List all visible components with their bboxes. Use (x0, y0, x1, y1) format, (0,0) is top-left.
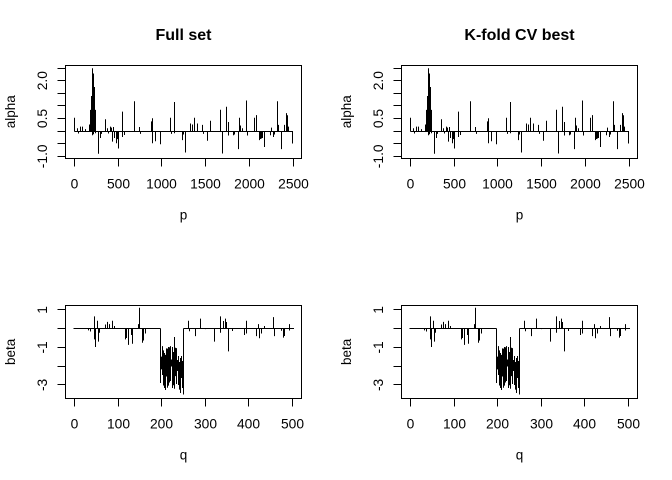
svg-text:0: 0 (407, 177, 415, 192)
svg-text:1500: 1500 (190, 177, 221, 192)
svg-text:100: 100 (443, 417, 466, 432)
svg-text:0: 0 (71, 417, 79, 432)
svg-text:500: 500 (443, 177, 466, 192)
svg-text:p: p (180, 208, 188, 223)
svg-text:1000: 1000 (482, 177, 513, 192)
svg-text:q: q (516, 448, 524, 463)
svg-text:beta: beta (3, 338, 18, 365)
svg-text:1000: 1000 (146, 177, 177, 192)
svg-text:1: 1 (35, 306, 50, 314)
svg-text:-3: -3 (371, 378, 386, 391)
svg-text:alpha: alpha (339, 95, 354, 129)
svg-text:beta: beta (339, 338, 354, 365)
svg-text:2.0: 2.0 (35, 71, 50, 91)
svg-text:300: 300 (194, 417, 217, 432)
svg-text:200: 200 (150, 417, 173, 432)
svg-text:-1.0: -1.0 (35, 144, 50, 168)
svg-text:2000: 2000 (570, 177, 601, 192)
svg-text:1500: 1500 (526, 177, 557, 192)
svg-text:K-fold CV best: K-fold CV best (464, 27, 575, 44)
svg-text:300: 300 (530, 417, 553, 432)
svg-text:0: 0 (407, 417, 415, 432)
svg-text:500: 500 (281, 417, 304, 432)
svg-text:100: 100 (107, 417, 130, 432)
svg-text:200: 200 (486, 417, 509, 432)
svg-text:400: 400 (573, 417, 596, 432)
svg-text:2500: 2500 (278, 177, 309, 192)
svg-text:500: 500 (617, 417, 640, 432)
svg-text:Full set: Full set (155, 27, 212, 44)
svg-text:0: 0 (71, 177, 79, 192)
svg-text:2000: 2000 (234, 177, 265, 192)
svg-text:p: p (516, 208, 524, 223)
svg-text:-1.0: -1.0 (371, 144, 386, 168)
svg-text:-3: -3 (35, 378, 50, 391)
svg-text:2500: 2500 (614, 177, 645, 192)
svg-text:0.5: 0.5 (371, 109, 386, 129)
svg-text:2.0: 2.0 (371, 71, 386, 91)
svg-text:alpha: alpha (3, 95, 18, 129)
svg-text:0.5: 0.5 (35, 109, 50, 129)
svg-text:q: q (180, 448, 188, 463)
svg-text:1: 1 (371, 306, 386, 314)
svg-text:-1: -1 (35, 341, 50, 353)
svg-text:-1: -1 (371, 341, 386, 353)
svg-text:500: 500 (107, 177, 130, 192)
svg-text:400: 400 (237, 417, 260, 432)
